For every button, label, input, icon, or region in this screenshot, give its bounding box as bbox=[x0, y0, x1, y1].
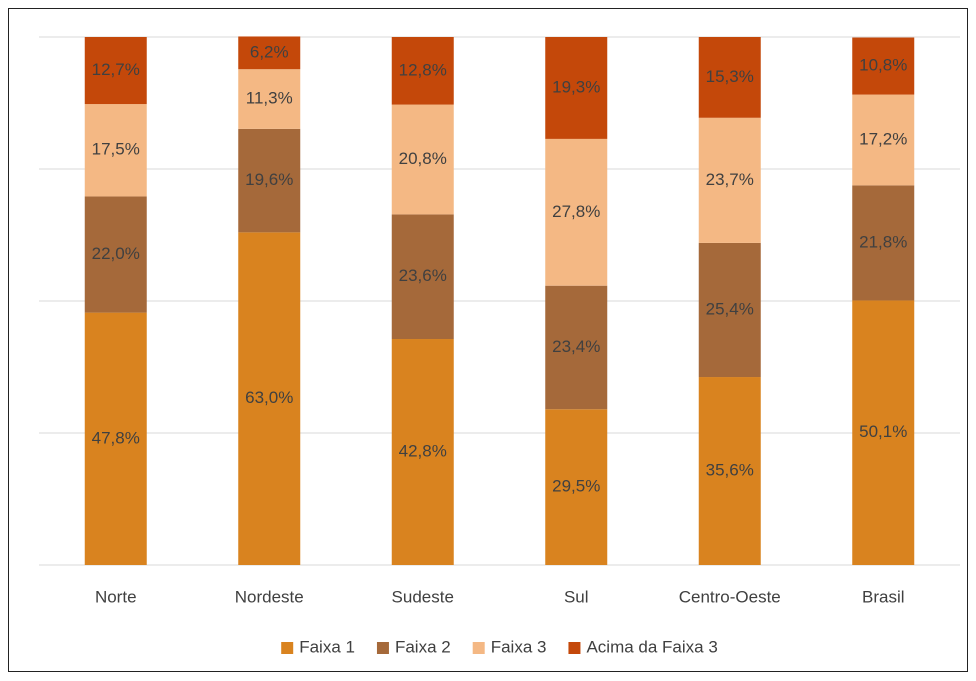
data-label: 27,8% bbox=[552, 202, 600, 221]
bar-segment bbox=[84, 104, 147, 197]
data-label: 23,4% bbox=[552, 337, 600, 356]
data-label: 47,8% bbox=[92, 428, 140, 447]
x-tick-label: Sul bbox=[564, 587, 589, 606]
data-label: 10,8% bbox=[859, 56, 907, 75]
bar-segment bbox=[84, 312, 147, 565]
data-label: 42,8% bbox=[399, 441, 447, 460]
bar-segment bbox=[391, 214, 454, 340]
legend-label: Faixa 1 bbox=[299, 637, 355, 656]
x-tick-label: Sudeste bbox=[392, 587, 454, 606]
data-label: 50,1% bbox=[859, 422, 907, 441]
bar-segment bbox=[852, 94, 915, 186]
bar-segment bbox=[698, 377, 761, 565]
data-label: 15,3% bbox=[706, 67, 754, 86]
data-label: 19,6% bbox=[245, 170, 293, 189]
legend-swatch bbox=[376, 642, 389, 654]
data-label: 23,6% bbox=[399, 266, 447, 285]
bar-segment bbox=[852, 37, 915, 95]
bar-segment bbox=[852, 185, 915, 301]
bar-segment bbox=[545, 138, 608, 286]
data-label: 12,8% bbox=[399, 60, 447, 79]
bar-segment bbox=[238, 36, 301, 70]
data-label: 19,3% bbox=[552, 77, 600, 96]
bar-segment bbox=[238, 69, 301, 129]
bar-segment bbox=[698, 242, 761, 378]
bar-segment bbox=[852, 300, 915, 565]
bar-segment bbox=[545, 409, 608, 565]
data-label: 11,3% bbox=[246, 89, 293, 108]
legend-swatch bbox=[568, 642, 581, 654]
legend-label: Faixa 2 bbox=[395, 637, 451, 656]
legend-swatch bbox=[281, 642, 294, 654]
data-label: 23,7% bbox=[706, 170, 754, 189]
legend-label: Faixa 3 bbox=[491, 637, 547, 656]
bar-segment bbox=[698, 117, 761, 243]
data-label: 21,8% bbox=[859, 232, 907, 251]
data-label: 29,5% bbox=[552, 477, 600, 496]
x-tick-label: Brasil bbox=[862, 587, 905, 606]
bar-segment bbox=[545, 285, 608, 410]
x-tick-label: Centro-Oeste bbox=[679, 587, 781, 606]
data-label: 63,0% bbox=[245, 388, 293, 407]
bar-segment bbox=[391, 104, 454, 215]
data-label: 17,2% bbox=[859, 129, 907, 148]
data-label: 20,8% bbox=[399, 149, 447, 168]
legend-swatch bbox=[472, 642, 485, 654]
data-label: 6,2% bbox=[250, 42, 289, 61]
x-tick-label: Nordeste bbox=[235, 587, 304, 606]
data-label: 35,6% bbox=[706, 461, 754, 480]
bar-segment bbox=[391, 37, 454, 105]
bar-segment bbox=[698, 37, 761, 118]
legend-label: Acima da Faixa 3 bbox=[586, 637, 717, 656]
data-label: 25,4% bbox=[706, 299, 754, 318]
bar-segment bbox=[84, 196, 147, 313]
bar-segment bbox=[84, 37, 147, 105]
data-label: 12,7% bbox=[92, 60, 140, 79]
chart-frame bbox=[8, 8, 968, 672]
bar-segment bbox=[545, 37, 608, 139]
data-label: 17,5% bbox=[92, 140, 140, 159]
bar-segment bbox=[238, 232, 301, 566]
data-label: 22,0% bbox=[92, 244, 140, 263]
bar-segment bbox=[238, 128, 301, 233]
bar-segment bbox=[391, 339, 454, 565]
x-tick-label: Norte bbox=[95, 587, 137, 606]
